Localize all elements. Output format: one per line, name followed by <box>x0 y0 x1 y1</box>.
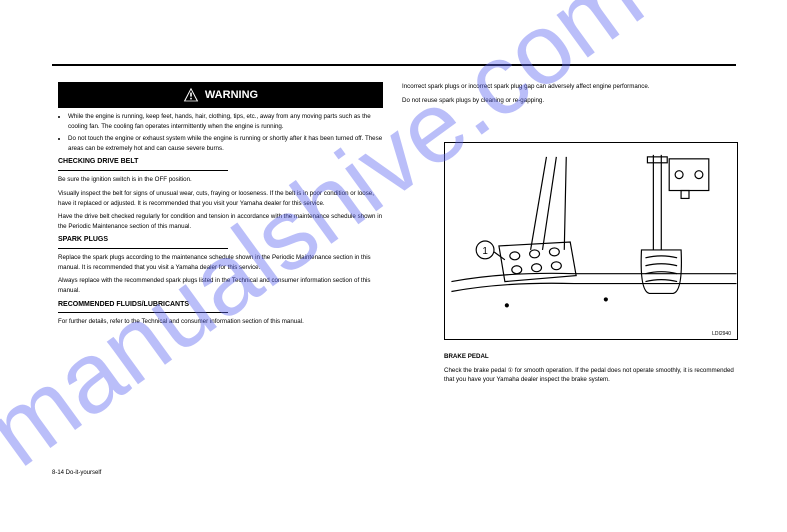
body-text: Check the brake pedal ① for smooth opera… <box>444 366 738 385</box>
warning-bar: WARNING <box>58 82 383 108</box>
below-figure-text: BRAKE PEDAL Check the brake pedal ① for … <box>444 352 738 389</box>
figure-brake-pedal: 1 LDI2940 <box>444 142 738 340</box>
body-text: Have the drive belt checked regularly fo… <box>58 212 388 231</box>
bullet-item: Do not touch the engine or exhaust syste… <box>68 134 388 153</box>
body-text: Replace the spark plugs according to the… <box>58 253 388 272</box>
bullet-item: While the engine is running, keep feet, … <box>68 112 388 131</box>
section-heading-recommended-fluids: RECOMMENDED FLUIDS/LUBRICANTS <box>58 300 228 314</box>
body-text: Be sure the ignition switch is in the OF… <box>58 175 388 185</box>
page-footer: 8-14 Do-it-yourself <box>52 470 101 476</box>
section-heading-spark-plugs: SPARK PLUGS <box>58 235 228 249</box>
callout-1-label: 1 <box>482 246 488 257</box>
body-text: Always replace with the recommended spar… <box>58 276 388 295</box>
mid-column: Incorrect spark plugs or incorrect spark… <box>402 82 722 109</box>
figure-id: LDI2940 <box>712 331 731 337</box>
warning-icon <box>183 87 199 103</box>
warning-bullets: While the engine is running, keep feet, … <box>58 112 388 153</box>
body-text: Incorrect spark plugs or incorrect spark… <box>402 82 722 92</box>
section-heading-drive-belt: CHECKING DRIVE BELT <box>58 157 228 171</box>
page-root: WARNING While the engine is running, kee… <box>0 0 787 532</box>
section-heading-brake-pedal: BRAKE PEDAL <box>444 352 738 362</box>
figure-svg: 1 <box>445 143 737 339</box>
divider-top <box>52 64 736 66</box>
body-text: For further details, refer to the Techni… <box>58 317 388 327</box>
left-column: While the engine is running, keep feet, … <box>58 112 388 331</box>
warning-label: WARNING <box>205 89 258 101</box>
body-text: Visually inspect the belt for signs of u… <box>58 189 388 208</box>
body-text: Do not reuse spark plugs by cleaning or … <box>402 96 722 106</box>
